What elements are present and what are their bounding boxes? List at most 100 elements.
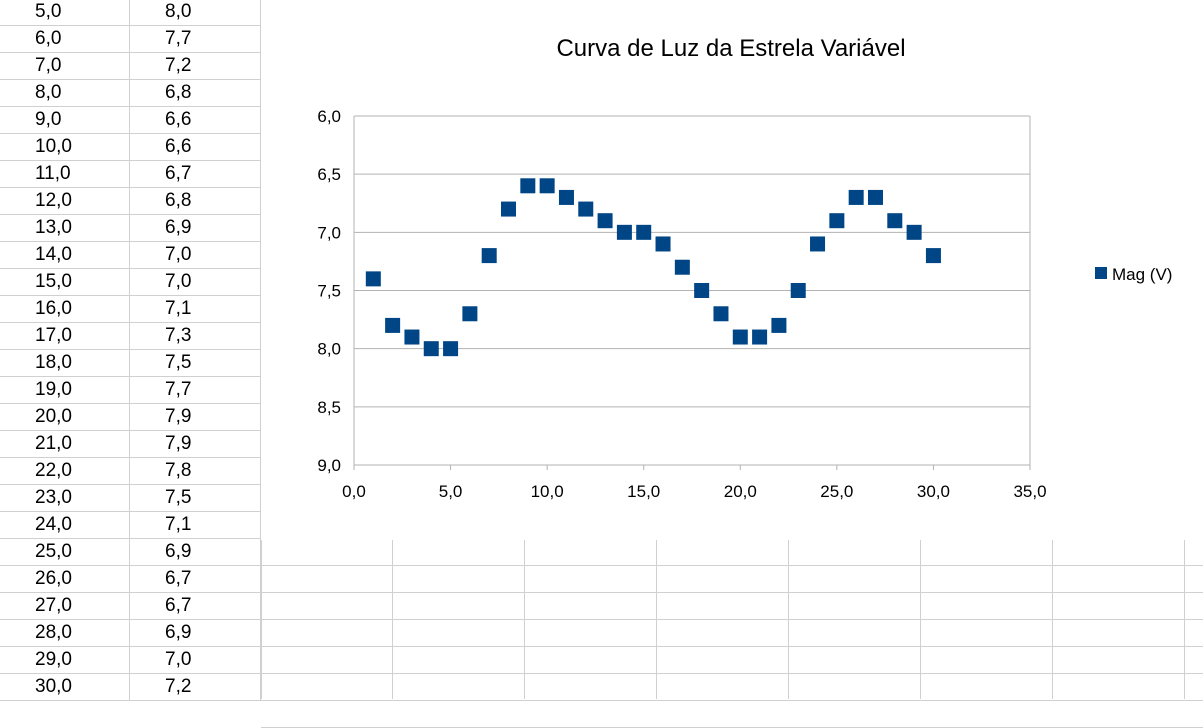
data-point[interactable] bbox=[558, 189, 574, 205]
data-point[interactable] bbox=[365, 271, 381, 287]
cell-magnitude[interactable]: 7,7 bbox=[130, 377, 261, 404]
cell-time[interactable]: 30,0 bbox=[0, 674, 130, 701]
data-point[interactable] bbox=[848, 189, 864, 205]
cell-magnitude[interactable]: 6,6 bbox=[130, 107, 261, 134]
cell-magnitude[interactable]: 7,2 bbox=[130, 674, 261, 701]
cell-magnitude[interactable]: 6,7 bbox=[130, 593, 261, 620]
cell-magnitude[interactable]: 6,8 bbox=[130, 188, 261, 215]
y-tick-label: 6,5 bbox=[317, 165, 341, 184]
cell-time[interactable]: 27,0 bbox=[0, 593, 130, 620]
data-point[interactable] bbox=[636, 224, 652, 240]
data-point[interactable] bbox=[501, 201, 517, 217]
data-point[interactable] bbox=[732, 329, 748, 345]
y-tick-label: 9,0 bbox=[317, 456, 341, 475]
cell-time[interactable]: 18,0 bbox=[0, 350, 130, 377]
cell-magnitude[interactable]: 7,9 bbox=[130, 404, 261, 431]
x-tick-label: 35,0 bbox=[1013, 482, 1046, 501]
data-point[interactable] bbox=[887, 213, 903, 229]
cell-time[interactable]: 22,0 bbox=[0, 458, 130, 485]
cell-time[interactable]: 19,0 bbox=[0, 377, 130, 404]
cell-magnitude[interactable]: 7,5 bbox=[130, 485, 261, 512]
cell-magnitude[interactable]: 6,8 bbox=[130, 80, 261, 107]
y-tick-label: 8,0 bbox=[317, 340, 341, 359]
cell-time[interactable]: 8,0 bbox=[0, 80, 130, 107]
cell-time[interactable]: 20,0 bbox=[0, 404, 130, 431]
cell-magnitude[interactable]: 7,9 bbox=[130, 431, 261, 458]
data-point[interactable] bbox=[694, 283, 710, 298]
y-tick-label: 7,5 bbox=[317, 282, 341, 301]
data-point[interactable] bbox=[906, 224, 922, 240]
chart[interactable]: Curva de Luz da Estrela Variável 6,0 6,5 7… bbox=[261, 0, 1203, 540]
data-point[interactable] bbox=[481, 248, 497, 264]
data-point[interactable] bbox=[443, 341, 459, 357]
grid-row-line bbox=[261, 592, 1203, 593]
cell-time[interactable]: 23,0 bbox=[0, 485, 130, 512]
cell-time[interactable]: 6,0 bbox=[0, 26, 130, 53]
cell-magnitude[interactable]: 6,7 bbox=[130, 566, 261, 593]
grid-row-line bbox=[261, 700, 1203, 701]
cell-time[interactable]: 10,0 bbox=[0, 134, 130, 161]
data-point[interactable] bbox=[674, 259, 690, 275]
cell-time[interactable]: 21,0 bbox=[0, 431, 130, 458]
data-point[interactable] bbox=[790, 283, 806, 298]
cell-magnitude[interactable]: 7,0 bbox=[130, 269, 261, 296]
cell-magnitude[interactable]: 7,7 bbox=[130, 26, 261, 53]
cell-magnitude[interactable]: 8,0 bbox=[130, 0, 261, 26]
grid-row-line bbox=[261, 619, 1203, 620]
data-point[interactable] bbox=[539, 178, 555, 194]
x-tick-label: 15,0 bbox=[627, 482, 660, 501]
data-point[interactable] bbox=[385, 317, 401, 333]
x-tick-label: 10,0 bbox=[531, 482, 564, 501]
cell-time[interactable]: 5,0 bbox=[0, 0, 130, 26]
data-point[interactable] bbox=[713, 306, 729, 322]
cell-magnitude[interactable]: 6,7 bbox=[130, 161, 261, 188]
cell-time[interactable]: 9,0 bbox=[0, 107, 130, 134]
x-tick-label: 20,0 bbox=[724, 482, 757, 501]
data-point[interactable] bbox=[404, 329, 420, 345]
data-point[interactable] bbox=[462, 306, 478, 322]
data-point[interactable] bbox=[925, 248, 941, 264]
grid-row-line bbox=[261, 673, 1203, 674]
cell-magnitude[interactable]: 7,1 bbox=[130, 512, 261, 539]
cell-time[interactable]: 16,0 bbox=[0, 296, 130, 323]
data-point[interactable] bbox=[867, 189, 883, 205]
cell-time[interactable]: 26,0 bbox=[0, 566, 130, 593]
cell-time[interactable]: 24,0 bbox=[0, 512, 130, 539]
data-point[interactable] bbox=[578, 201, 594, 217]
cell-time[interactable]: 13,0 bbox=[0, 215, 130, 242]
chart-title: Curva de Luz da Estrela Variável bbox=[556, 35, 905, 62]
data-point[interactable] bbox=[752, 329, 768, 345]
cell-time[interactable]: 17,0 bbox=[0, 323, 130, 350]
cell-time[interactable]: 14,0 bbox=[0, 242, 130, 269]
data-point[interactable] bbox=[771, 317, 787, 333]
grid-row-line bbox=[261, 565, 1203, 566]
cell-magnitude[interactable]: 7,0 bbox=[130, 242, 261, 269]
data-point[interactable] bbox=[829, 213, 845, 229]
cell-magnitude[interactable]: 7,0 bbox=[130, 647, 261, 674]
cell-magnitude[interactable]: 7,3 bbox=[130, 323, 261, 350]
cell-time[interactable]: 11,0 bbox=[0, 161, 130, 188]
cell-magnitude[interactable]: 7,8 bbox=[130, 458, 261, 485]
y-tick-label: 7,0 bbox=[317, 223, 341, 242]
cell-magnitude[interactable]: 7,5 bbox=[130, 350, 261, 377]
data-point[interactable] bbox=[810, 236, 826, 252]
data-point[interactable] bbox=[616, 224, 632, 240]
cell-time[interactable]: 28,0 bbox=[0, 620, 130, 647]
cell-time[interactable]: 15,0 bbox=[0, 269, 130, 296]
cell-magnitude[interactable]: 7,1 bbox=[130, 296, 261, 323]
legend-label: Mag (V) bbox=[1112, 265, 1172, 284]
cell-time[interactable]: 7,0 bbox=[0, 53, 130, 80]
cell-magnitude[interactable]: 6,9 bbox=[130, 215, 261, 242]
cell-time[interactable]: 12,0 bbox=[0, 188, 130, 215]
cell-time[interactable]: 29,0 bbox=[0, 647, 130, 674]
data-point[interactable] bbox=[655, 236, 671, 252]
cell-magnitude[interactable]: 7,2 bbox=[130, 53, 261, 80]
data-point[interactable] bbox=[597, 213, 613, 229]
cell-magnitude[interactable]: 6,6 bbox=[130, 134, 261, 161]
cell-magnitude[interactable]: 6,9 bbox=[130, 539, 261, 566]
cell-time[interactable]: 25,0 bbox=[0, 539, 130, 566]
data-point[interactable] bbox=[520, 178, 536, 194]
data-point[interactable] bbox=[423, 341, 439, 357]
cell-magnitude[interactable]: 6,9 bbox=[130, 620, 261, 647]
legend-marker bbox=[1095, 267, 1107, 279]
